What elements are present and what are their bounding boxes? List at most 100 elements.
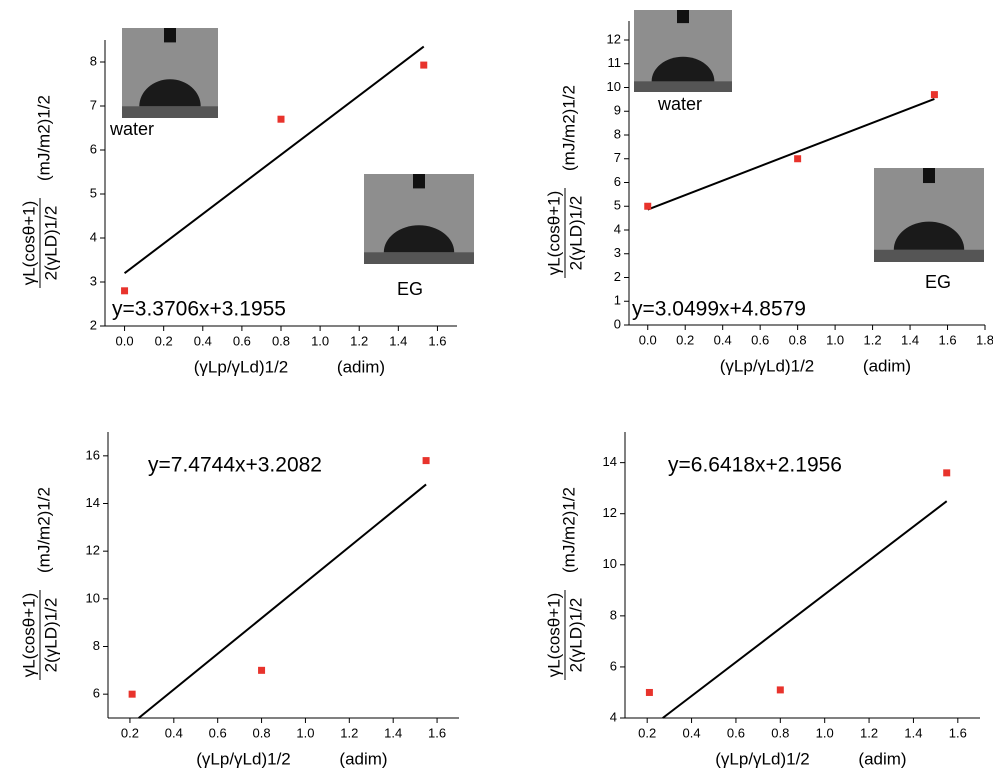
x-tick-label: 0.6 xyxy=(727,725,745,740)
x-tick-label: 1.6 xyxy=(938,332,956,347)
y-label-denominator: 2(γLD)1/2 xyxy=(566,598,585,673)
y-label-denominator: 2(γLD)1/2 xyxy=(41,598,60,673)
data-point xyxy=(776,686,784,694)
x-tick-label: 1.6 xyxy=(428,725,446,740)
y-label-numerator: γL(cosθ+1) xyxy=(544,593,563,678)
data-point xyxy=(422,457,430,465)
y-tick-label: 4 xyxy=(614,221,621,236)
x-tick-label: 0.8 xyxy=(253,725,271,740)
x-tick-label: 1.6 xyxy=(949,725,967,740)
fit-line xyxy=(138,483,427,719)
y-tick-label: 8 xyxy=(93,638,100,653)
y-tick-label: 6 xyxy=(614,174,621,189)
x-tick-label: 0.8 xyxy=(771,725,789,740)
y-tick-label: 2 xyxy=(614,269,621,284)
data-point xyxy=(645,688,653,696)
x-tick-label: 1.0 xyxy=(816,725,834,740)
x-tick-label: 0.8 xyxy=(789,332,807,347)
y-label-unit: (mJ/m2)1/2 xyxy=(34,95,53,181)
inset-label: water xyxy=(657,94,702,114)
inset-drop xyxy=(383,225,455,253)
inset-needle xyxy=(413,174,425,189)
y-tick-label: 2 xyxy=(90,317,97,332)
inset-needle xyxy=(164,28,176,43)
data-point xyxy=(930,91,938,99)
y-tick-label: 3 xyxy=(614,245,621,260)
y-tick-label: 10 xyxy=(603,556,617,571)
x-tick-label: 0.4 xyxy=(714,332,732,347)
x-tick-label: 0.2 xyxy=(638,725,656,740)
y-tick-label: 10 xyxy=(86,590,100,605)
x-tick-label: 1.0 xyxy=(311,333,329,348)
inset-substrate xyxy=(364,252,474,264)
data-point xyxy=(277,115,285,123)
x-label-unit: (adim) xyxy=(337,357,385,376)
x-tick-label: 0.2 xyxy=(155,333,173,348)
y-label-denominator: 2(γLD)1/2 xyxy=(41,206,60,281)
x-tick-label: 0.6 xyxy=(209,725,227,740)
x-tick-label: 1.2 xyxy=(860,725,878,740)
y-label-unit: (mJ/m2)1/2 xyxy=(34,487,53,573)
x-tick-label: 1.2 xyxy=(340,725,358,740)
data-point xyxy=(128,690,136,698)
inset-drop xyxy=(651,56,715,82)
inset-needle xyxy=(923,168,935,184)
y-tick-label: 4 xyxy=(90,229,97,244)
inset-substrate xyxy=(634,81,732,92)
y-tick-label: 3 xyxy=(90,273,97,288)
data-point xyxy=(121,287,129,295)
y-tick-label: 12 xyxy=(603,505,617,520)
x-tick-label: 0.2 xyxy=(676,332,694,347)
y-tick-label: 12 xyxy=(86,543,100,558)
y-tick-label: 0 xyxy=(614,316,621,331)
x-tick-label: 0.4 xyxy=(683,725,701,740)
x-tick-label: 1.4 xyxy=(904,725,922,740)
fit-line xyxy=(647,97,935,211)
inset-label: EG xyxy=(397,279,423,299)
y-tick-label: 8 xyxy=(614,126,621,141)
y-tick-label: 7 xyxy=(90,97,97,112)
y-tick-label: 8 xyxy=(90,53,97,68)
x-tick-label: 0.4 xyxy=(194,333,212,348)
y-tick-label: 9 xyxy=(614,103,621,118)
y-tick-label: 4 xyxy=(610,709,617,724)
x-tick-label: 1.8 xyxy=(976,332,993,347)
x-tick-label: 0.6 xyxy=(233,333,251,348)
x-label: (γLp/γLd)1/2 xyxy=(720,356,815,375)
fit-line xyxy=(662,500,948,719)
y-label-unit: (mJ/m2)1/2 xyxy=(559,85,578,171)
y-tick-label: 5 xyxy=(614,198,621,213)
y-label-numerator: γL(cosθ+1) xyxy=(19,593,38,678)
y-tick-label: 8 xyxy=(610,607,617,622)
y-tick-label: 10 xyxy=(607,79,621,94)
fit-line xyxy=(123,45,425,274)
y-tick-label: 14 xyxy=(603,454,617,469)
y-tick-label: 6 xyxy=(90,141,97,156)
data-point xyxy=(258,666,266,674)
y-label-denominator: 2(γLD)1/2 xyxy=(566,196,585,271)
inset-label: water xyxy=(109,119,154,139)
y-tick-label: 12 xyxy=(607,31,621,46)
x-tick-label: 1.2 xyxy=(350,333,368,348)
x-tick-label: 0.0 xyxy=(639,332,657,347)
inset-drop xyxy=(893,221,965,250)
y-label-numerator: γL(cosθ+1) xyxy=(544,191,563,276)
x-label-unit: (adim) xyxy=(863,356,911,375)
x-label: (γLp/γLd)1/2 xyxy=(194,357,289,376)
equation: y=3.0499x+4.8579 xyxy=(632,298,806,321)
y-label-numerator: γL(cosθ+1) xyxy=(19,201,38,286)
equation: y=3.3706x+3.1955 xyxy=(112,298,286,321)
x-tick-label: 1.4 xyxy=(389,333,407,348)
x-tick-label: 0.8 xyxy=(272,333,290,348)
y-tick-label: 5 xyxy=(90,185,97,200)
x-tick-label: 0.4 xyxy=(165,725,183,740)
x-tick-label: 1.0 xyxy=(296,725,314,740)
x-tick-label: 1.6 xyxy=(428,333,446,348)
inset-needle xyxy=(677,10,689,24)
inset-substrate xyxy=(874,249,984,262)
y-label-unit: (mJ/m2)1/2 xyxy=(559,487,578,573)
x-label: (γLp/γLd)1/2 xyxy=(715,749,810,768)
y-tick-label: 6 xyxy=(610,658,617,673)
x-tick-label: 0.0 xyxy=(116,333,134,348)
